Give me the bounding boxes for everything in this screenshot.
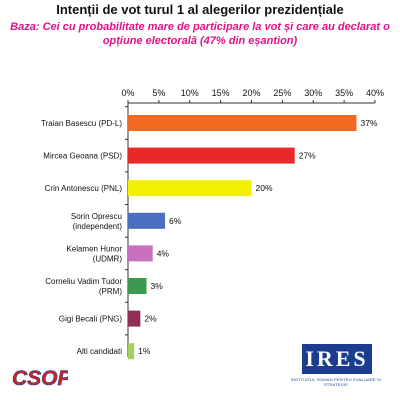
category-label-line: Traian Basescu (PD-L) (41, 119, 122, 128)
data-label: 27% (299, 151, 316, 161)
category-label: Gigi Becali (PNG) (59, 315, 122, 324)
category-label-line: Alti candidati (77, 347, 123, 356)
category-label: Kelamen Hunor (UDMR) (66, 244, 122, 263)
chart-title: Intenții de vot turul 1 al alegerilor pr… (56, 2, 344, 17)
category-label: Mircea Geoana (PSD) (43, 152, 122, 161)
bar (128, 343, 135, 360)
bar (128, 278, 147, 294)
category-label-line: Crin Antonescu (PNL) (45, 184, 123, 193)
svg-text:CSOP: CSOP (12, 367, 68, 390)
x-tick-label: 35% (335, 88, 353, 98)
category-label: Sorin Oprescu (independent) (71, 212, 122, 231)
csop-logo: CSOP (12, 367, 68, 390)
bar (128, 147, 295, 164)
category-label: Corneliu Vadim Tudor (PRM) (45, 277, 122, 296)
x-tick-label: 40% (366, 88, 384, 98)
bar (128, 115, 357, 131)
category-label: Crin Antonescu (PNL) (45, 184, 123, 193)
bar (128, 180, 252, 197)
category-label: Alti candidati (77, 347, 123, 356)
data-label: 3% (151, 281, 164, 291)
category-label-line: (PRM) (99, 287, 122, 296)
chart-subtitle-line-2: opțiune electorală (47% din eșantion) (102, 35, 298, 47)
category-label-line: Kelamen Hunor (66, 244, 122, 253)
ires-logo: IRES INSTITUTUL ROMAN PENTRU EVALUARE SI… (288, 344, 384, 394)
data-label: 6% (169, 216, 182, 226)
bar (128, 310, 141, 327)
category-label-line: Gigi Becali (PNG) (59, 315, 122, 324)
chart-subtitle-line-1: Baza: Cei cu probabilitate mare de parti… (10, 21, 390, 33)
data-label: 2% (144, 314, 157, 324)
x-tick-label: 20% (242, 88, 260, 98)
ires-caption: INSTITUTUL ROMAN PENTRU EVALUARE SI STRA… (290, 377, 382, 387)
x-tick-label: 30% (304, 88, 322, 98)
data-label: 20% (256, 183, 273, 193)
x-tick-label: 0% (121, 88, 134, 98)
category-label-line: (UDMR) (93, 254, 123, 263)
x-tick-label: 25% (273, 88, 291, 98)
category-label: Traian Basescu (PD-L) (41, 119, 122, 128)
data-label: 37% (360, 118, 377, 128)
bar (128, 212, 166, 229)
data-label: 4% (157, 248, 170, 258)
bar (128, 245, 153, 262)
x-tick-label: 5% (152, 88, 165, 98)
data-label: 1% (138, 346, 151, 356)
chart-subtitle: Baza: Cei cu probabilitate mare de parti… (0, 20, 400, 48)
x-tick-label: 10% (181, 88, 199, 98)
x-tick-label: 15% (212, 88, 230, 98)
category-label-line: Mircea Geoana (PSD) (43, 152, 122, 161)
category-label-line: Corneliu Vadim Tudor (45, 277, 122, 286)
category-label-line: (independent) (73, 222, 123, 231)
category-label-line: Sorin Oprescu (71, 212, 122, 221)
